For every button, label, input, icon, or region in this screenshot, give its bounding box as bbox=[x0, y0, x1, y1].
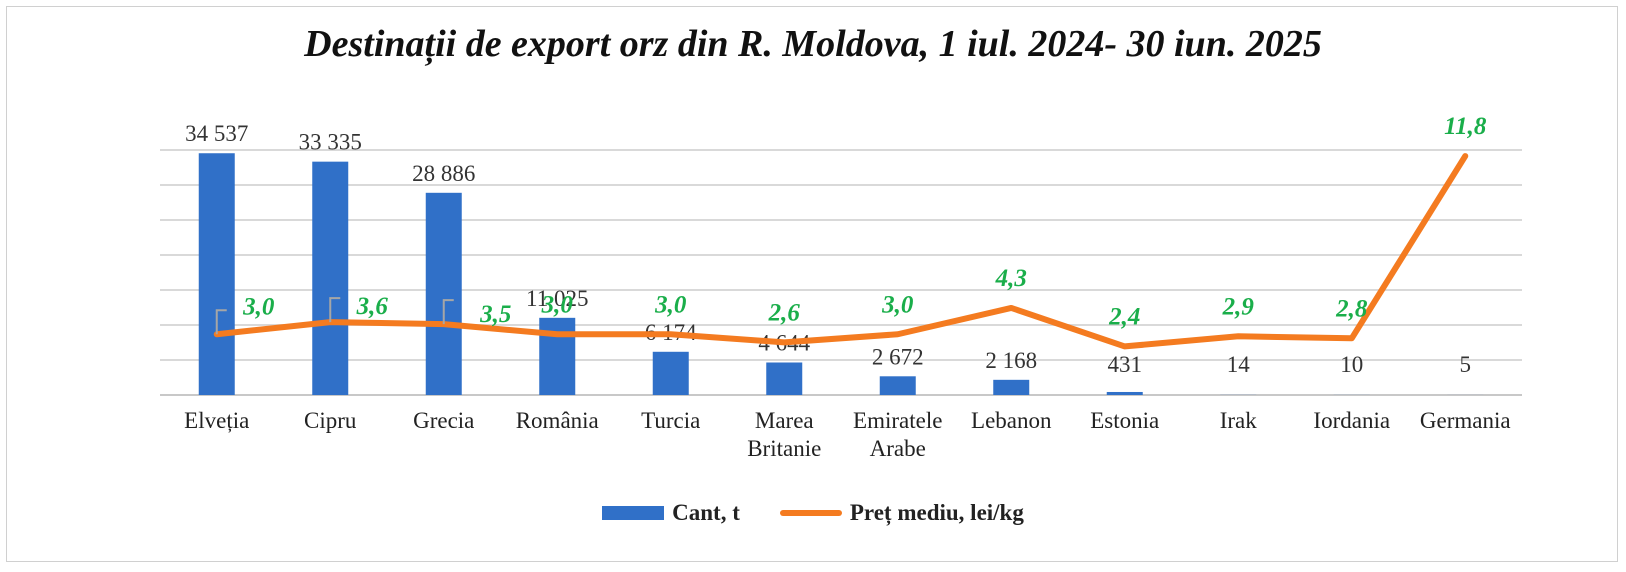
price-value-label: 2,4 bbox=[1108, 303, 1140, 330]
bar-value-label: 34 537 bbox=[185, 121, 248, 146]
leader-line bbox=[329, 297, 341, 323]
bar-value-label: 2 168 bbox=[985, 348, 1037, 373]
price-value-label: 3,0 bbox=[654, 291, 687, 318]
price-value-label: 2,6 bbox=[768, 299, 801, 326]
price-line bbox=[213, 153, 1469, 350]
bar bbox=[879, 376, 916, 395]
price-value-label: 2,8 bbox=[1335, 295, 1368, 322]
chart-legend: Cant, t Preț mediu, lei/kg bbox=[0, 500, 1626, 526]
bar bbox=[539, 317, 576, 395]
category-label: Iordania bbox=[1313, 408, 1390, 433]
bar bbox=[1106, 391, 1143, 395]
category-label: Elveția bbox=[184, 408, 249, 433]
chart-frame bbox=[6, 6, 1618, 562]
bar bbox=[312, 161, 349, 395]
legend-swatch-line bbox=[779, 510, 842, 516]
price-value-label: 2,9 bbox=[1222, 293, 1255, 320]
bar-value-label: 11 025 bbox=[526, 286, 588, 311]
legend-label-pret: Preț mediu, lei/kg bbox=[849, 500, 1024, 525]
price-value-label: 11,8 bbox=[1444, 113, 1487, 140]
category-label: Estonia bbox=[1090, 408, 1159, 433]
category-label: Britanie bbox=[747, 436, 821, 461]
category-label: Emiratele bbox=[853, 408, 942, 433]
price-value-label: 3,0 bbox=[881, 291, 914, 318]
bar-value-label: 14 bbox=[1227, 352, 1251, 377]
leader-line bbox=[215, 309, 227, 335]
bar bbox=[766, 362, 803, 395]
bar-value-label: 28 886 bbox=[412, 161, 475, 186]
category-label: Arabe bbox=[870, 436, 926, 461]
legend-label-cant: Cant, t bbox=[672, 500, 740, 525]
category-label: Turcia bbox=[641, 408, 700, 433]
bar-value-label: 5 bbox=[1460, 352, 1472, 377]
legend-item-pret: Preț mediu, lei/kg bbox=[779, 500, 1024, 526]
price-value-label: 3,6 bbox=[356, 293, 389, 320]
bar bbox=[425, 192, 462, 395]
category-label: Irak bbox=[1220, 408, 1258, 433]
category-label: Cipru bbox=[304, 408, 357, 433]
category-label: România bbox=[516, 408, 599, 433]
legend-item-cant: Cant, t bbox=[602, 500, 740, 526]
price-value-label: 3,0 bbox=[541, 291, 574, 318]
category-label: Marea bbox=[755, 408, 814, 433]
category-label: Germania bbox=[1420, 408, 1511, 433]
legend-swatch-bar bbox=[602, 506, 665, 520]
bar bbox=[993, 379, 1030, 395]
bar-value-label: 431 bbox=[1108, 352, 1143, 377]
bar-value-label: 33 335 bbox=[299, 130, 362, 155]
chart-title: Destinații de export orz din R. Moldova,… bbox=[304, 23, 1322, 65]
leader-line bbox=[442, 299, 454, 325]
category-label: Grecia bbox=[413, 408, 474, 433]
bar bbox=[198, 153, 235, 395]
price-value-label: 4,3 bbox=[995, 265, 1027, 292]
price-value-label: 3,5 bbox=[479, 301, 511, 328]
bar bbox=[652, 351, 689, 395]
price-value-label: 3,0 bbox=[242, 293, 275, 320]
bar-value-label: 2 672 bbox=[872, 344, 924, 369]
category-label: Lebanon bbox=[971, 408, 1052, 433]
bar-value-label: 10 bbox=[1340, 352, 1363, 377]
